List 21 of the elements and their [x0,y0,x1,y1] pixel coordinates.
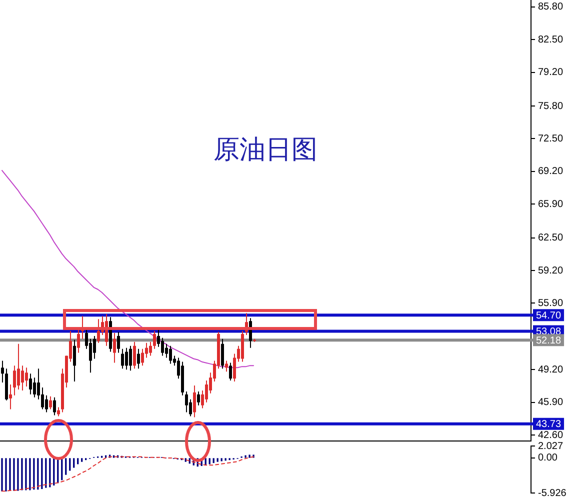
y-tick-label: 85.80 [538,2,564,13]
y-tick-label: -5.926 [538,488,567,499]
text: 原油日图 [212,134,318,166]
y-tick-label: 42.60 [538,430,564,441]
y-tick-label: 55.90 [538,298,564,309]
y-tick-label: 82.50 [538,34,564,46]
y-tick-label: 59.20 [538,265,564,276]
y-tick-label: 62.50 [538,232,564,244]
y-tick-label: 49.20 [538,364,564,376]
ref-line-label: 53.08 [536,326,562,338]
y-tick-label: 45.90 [538,397,564,408]
ref-line-label: 52.18 [536,335,562,346]
ref-line-label: 54.70 [536,310,562,322]
y-tick-label: 79.20 [538,67,564,78]
y-tick-label: 69.20 [538,166,564,178]
y-tick-label: 75.80 [538,100,564,112]
y-tick-label: 72.50 [538,133,564,144]
ref-line-label: 43.73 [536,419,562,430]
y-tick-label: 2.027 [538,440,564,452]
y-tick-label: 0.00 [538,452,558,464]
y-tick-label: 65.90 [538,198,564,210]
